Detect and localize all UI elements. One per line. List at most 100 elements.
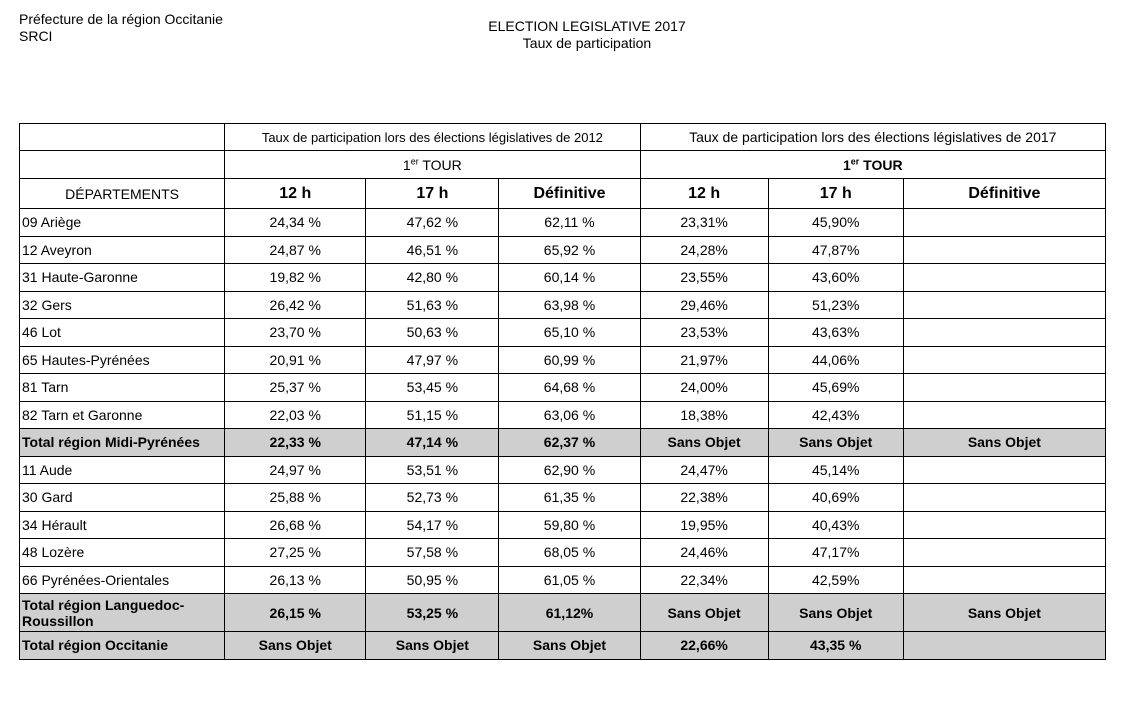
rate-cell: 26,15 % bbox=[224, 593, 367, 632]
rate-cell: 60,99 % bbox=[498, 345, 641, 374]
table-row: 82 Tarn et Garonne 22,03 % 51,15 % 63,06 % 1… bbox=[18, 400, 1107, 429]
rate-cell: 22,66% bbox=[639, 631, 769, 660]
rate-cell: 44,06% bbox=[767, 345, 904, 374]
rate-cell: 25,37 % bbox=[224, 373, 367, 402]
table-row: 65 Hautes-Pyrénées 20,91 % 47,97 % 60,99 % 2… bbox=[18, 345, 1107, 374]
rate-cell: 26,13 % bbox=[224, 565, 367, 594]
rate-cell: 23,53% bbox=[639, 318, 769, 347]
prefecture-header: Préfecture de la région Occitanie SRCI bbox=[19, 11, 223, 45]
rate-cell: Sans Objet bbox=[902, 593, 1107, 632]
rate-cell bbox=[902, 400, 1107, 429]
rate-cell: 24,46% bbox=[639, 538, 769, 567]
departement-name: 31 Haute-Garonne bbox=[18, 263, 226, 292]
tour-sup: er bbox=[410, 155, 419, 166]
rate-cell: 22,03 % bbox=[224, 400, 367, 429]
tour-num: 1 bbox=[402, 156, 411, 173]
table-row: 81 Tarn 25,37 % 53,45 % 64,68 % 24,00% 45,69% bbox=[18, 373, 1107, 402]
document-title: ELECTION LEGISLATIVE 2017 Taux de partic… bbox=[437, 18, 737, 52]
rate-cell bbox=[902, 318, 1107, 347]
rate-cell: 40,69% bbox=[767, 483, 904, 512]
rate-cell: 20,91 % bbox=[224, 345, 367, 374]
rate-cell: 46,51 % bbox=[365, 235, 500, 264]
org-service: SRCI bbox=[19, 28, 53, 44]
col-2017-12h: 12 h bbox=[639, 178, 769, 209]
col-2012-definitive: Définitive bbox=[498, 178, 641, 209]
rate-cell: 63,98 % bbox=[498, 290, 641, 319]
rate-cell: 68,05 % bbox=[498, 538, 641, 567]
rate-cell: 63,06 % bbox=[498, 400, 641, 429]
rate-cell: 54,17 % bbox=[365, 510, 500, 539]
rate-cell: 52,73 % bbox=[365, 483, 500, 512]
rate-cell: 27,25 % bbox=[224, 538, 367, 567]
rate-cell: 25,88 % bbox=[224, 483, 367, 512]
rate-cell: 42,59% bbox=[767, 565, 904, 594]
rate-cell: 45,14% bbox=[767, 455, 904, 484]
rate-cell: 22,38% bbox=[639, 483, 769, 512]
departement-name: 34 Hérault bbox=[18, 510, 226, 539]
table-row: 12 Aveyron 24,87 % 46,51 % 65,92 % 24,28% 47,… bbox=[18, 235, 1107, 264]
group-header-2012: Taux de participation lors des élections… bbox=[224, 123, 641, 151]
departement-name: Total région Occitanie bbox=[18, 631, 226, 660]
participation-table: Taux de participation lors des élections… bbox=[18, 123, 1107, 660]
rate-cell: 53,25 % bbox=[365, 593, 500, 632]
rate-cell: 47,17% bbox=[767, 538, 904, 567]
rate-cell: 59,80 % bbox=[498, 510, 641, 539]
rate-cell: 22,34% bbox=[639, 565, 769, 594]
rate-cell bbox=[902, 510, 1107, 539]
empty-corner-cell bbox=[18, 150, 226, 179]
rate-cell: 24,87 % bbox=[224, 235, 367, 264]
departement-name: 48 Lozère bbox=[18, 538, 226, 567]
departement-name: 46 Lot bbox=[18, 318, 226, 347]
rate-cell: 18,38% bbox=[639, 400, 769, 429]
rate-cell: 24,28% bbox=[639, 235, 769, 264]
departement-name: Total région Midi-Pyrénées bbox=[18, 428, 226, 457]
rate-cell: 42,43% bbox=[767, 400, 904, 429]
rate-cell: 26,42 % bbox=[224, 290, 367, 319]
tour-header-2017: 1er TOUR bbox=[639, 150, 1107, 179]
departement-name: 11 Aude bbox=[18, 455, 226, 484]
rate-cell bbox=[902, 290, 1107, 319]
rate-cell: 47,97 % bbox=[365, 345, 500, 374]
rate-cell: Sans Objet bbox=[639, 428, 769, 457]
rate-cell: 61,05 % bbox=[498, 565, 641, 594]
rate-cell: 65,10 % bbox=[498, 318, 641, 347]
group-header-2017: Taux de participation lors des élections… bbox=[639, 123, 1107, 151]
tour-num: 1 bbox=[842, 156, 851, 173]
rate-cell: Sans Objet bbox=[639, 593, 769, 632]
rate-cell bbox=[902, 345, 1107, 374]
table-row: 66 Pyrénées-Orientales 26,13 % 50,95 % 61,0… bbox=[18, 565, 1107, 594]
rate-cell: 24,34 % bbox=[224, 208, 367, 237]
rate-cell: 47,87% bbox=[767, 235, 904, 264]
rate-cell: 29,46% bbox=[639, 290, 769, 319]
rate-cell: 64,68 % bbox=[498, 373, 641, 402]
rate-cell: 65,92 % bbox=[498, 235, 641, 264]
tour-word: TOUR bbox=[418, 156, 462, 173]
tour-header-2012: 1er TOUR bbox=[224, 150, 641, 179]
rate-cell: 61,35 % bbox=[498, 483, 641, 512]
rate-cell: 24,00% bbox=[639, 373, 769, 402]
rate-cell: 45,69% bbox=[767, 373, 904, 402]
rate-cell: 53,51 % bbox=[365, 455, 500, 484]
col-2017-definitive: Définitive bbox=[902, 178, 1107, 209]
rate-cell bbox=[902, 263, 1107, 292]
table-row: 09 Ariège 24,34 % 47,62 % 62,11 % 23,31% 45,9… bbox=[18, 208, 1107, 237]
rate-cell: 57,58 % bbox=[365, 538, 500, 567]
total-row: Total région Languedoc-Roussillon 26,15 %… bbox=[18, 593, 1107, 632]
departement-name: 32 Gers bbox=[18, 290, 226, 319]
total-row: Total région Occitanie Sans Objet Sans Obj… bbox=[18, 631, 1107, 660]
rate-cell: 22,33 % bbox=[224, 428, 367, 457]
rate-cell: 51,23% bbox=[767, 290, 904, 319]
rate-cell: 50,95 % bbox=[365, 565, 500, 594]
col-2012-12h: 12 h bbox=[224, 178, 367, 209]
rate-cell: 23,70 % bbox=[224, 318, 367, 347]
table-row: 31 Haute-Garonne 19,82 % 42,80 % 60,14 % 23,… bbox=[18, 263, 1107, 292]
rate-cell bbox=[902, 565, 1107, 594]
rate-cell bbox=[902, 455, 1107, 484]
rate-cell: Sans Objet bbox=[767, 593, 904, 632]
rate-cell: 42,80 % bbox=[365, 263, 500, 292]
table-row: 30 Gard 25,88 % 52,73 % 61,35 % 22,38% 40,69% bbox=[18, 483, 1107, 512]
departement-name: Total région Languedoc-Roussillon bbox=[18, 593, 226, 632]
rate-cell: 62,11 % bbox=[498, 208, 641, 237]
tour-word: TOUR bbox=[859, 156, 903, 173]
rate-cell: 47,62 % bbox=[365, 208, 500, 237]
